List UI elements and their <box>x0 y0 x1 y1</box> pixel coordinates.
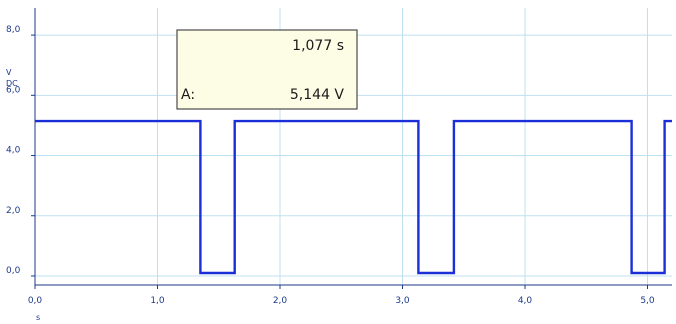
signal-trace <box>35 119 672 275</box>
tick-labels: 0,0 2,0 4,0 6,0 8,0 0,0 1,0 2,0 3,0 4,0 5,0 <box>6 25 655 306</box>
tooltip-box <box>176 29 358 110</box>
y-unit-label-1: V <box>6 68 12 77</box>
x-unit-label: s <box>36 313 40 322</box>
cursor-value-readout: 5,144 V <box>290 87 345 103</box>
y-tick-label: 8,0 <box>6 25 21 35</box>
x-tick-label: 2,0 <box>273 296 288 306</box>
y-tick-label: 0,0 <box>6 266 21 276</box>
signal-trace-line <box>35 119 672 275</box>
y-tick-label: 2,0 <box>6 206 21 216</box>
y-unit-label-2: DC <box>6 79 18 88</box>
x-tick-label: 5,0 <box>640 296 655 306</box>
x-tick-label: 1,0 <box>150 296 165 306</box>
cursor-time-readout: 1,077 s <box>292 38 344 54</box>
x-tick-label: 3,0 <box>395 296 410 306</box>
y-tick-label: 6,0 <box>6 85 21 95</box>
y-tick-label: 4,0 <box>6 146 21 156</box>
axes <box>31 8 672 289</box>
cursor-channel-label: A: <box>181 87 195 103</box>
cursor-readout-tooltip: 1,077 s A: 5,144 V <box>176 29 358 110</box>
x-tick-label: 0,0 <box>28 296 43 306</box>
x-tick-label: 4,0 <box>518 296 533 306</box>
